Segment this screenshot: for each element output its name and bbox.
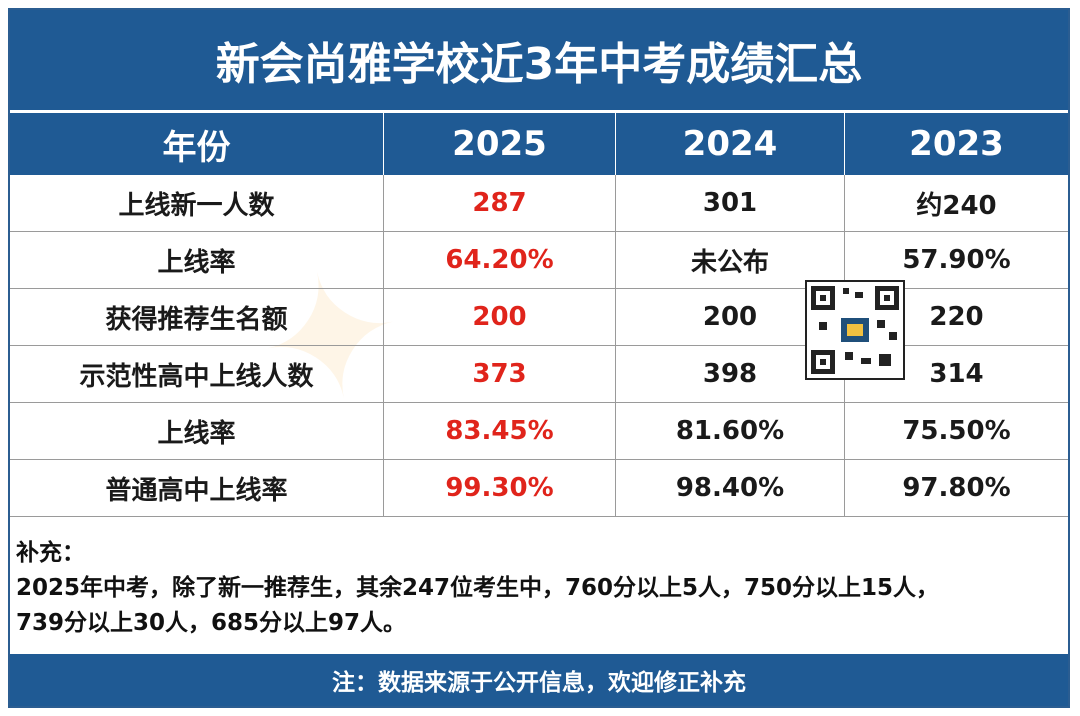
value-2025: 373 [384, 346, 616, 403]
value-2023: 约240 [845, 175, 1068, 232]
row-label: 上线新一人数 [10, 175, 384, 232]
results-table: 年份 2025 2024 2023 上线新一人数 287 301 约240 上线… [10, 113, 1068, 517]
notes-section: 补充： 2025年中考，除了新一推荐生，其余247位考生中，760分以上5人，7… [10, 528, 1068, 652]
qr-code-icon [805, 280, 905, 380]
value-2024: 81.60% [616, 403, 845, 460]
header-2024: 2024 [616, 113, 845, 175]
value-2025: 200 [384, 289, 616, 346]
value-2024: 98.40% [616, 460, 845, 517]
footer-note: 注：数据来源于公开信息，欢迎修正补充 [10, 654, 1068, 706]
header-2023: 2023 [845, 113, 1068, 175]
page-title: 新会尚雅学校近3年中考成绩汇总 [10, 10, 1068, 113]
header-year: 年份 [10, 113, 384, 175]
header-2025: 2025 [384, 113, 616, 175]
value-2023: 57.90% [845, 232, 1068, 289]
notes-line: 739分以上30人，685分以上97人。 [16, 610, 407, 636]
value-2024: 301 [616, 175, 845, 232]
value-2024: 398 [616, 346, 845, 403]
row-label: 示范性高中上线人数 [10, 346, 384, 403]
value-2024: 200 [616, 289, 845, 346]
value-2023: 75.50% [845, 403, 1068, 460]
value-2025: 83.45% [384, 403, 616, 460]
notes-heading: 补充： [16, 540, 85, 566]
row-label: 获得推荐生名额 [10, 289, 384, 346]
row-label: 普通高中上线率 [10, 460, 384, 517]
row-label: 上线率 [10, 232, 384, 289]
value-2024: 未公布 [616, 232, 845, 289]
notes-line: 2025年中考，除了新一推荐生，其余247位考生中，760分以上5人，750分以… [16, 575, 940, 601]
row-label: 上线率 [10, 403, 384, 460]
document-frame: ✦ 新会尚雅学校近3年中考成绩汇总 年份 2025 2024 2023 上线新一… [8, 8, 1070, 708]
value-2023: 97.80% [845, 460, 1068, 517]
value-2023: 220 [845, 289, 1068, 346]
value-2025: 64.20% [384, 232, 616, 289]
value-2025: 99.30% [384, 460, 616, 517]
value-2025: 287 [384, 175, 616, 232]
value-2023: 314 [845, 346, 1068, 403]
